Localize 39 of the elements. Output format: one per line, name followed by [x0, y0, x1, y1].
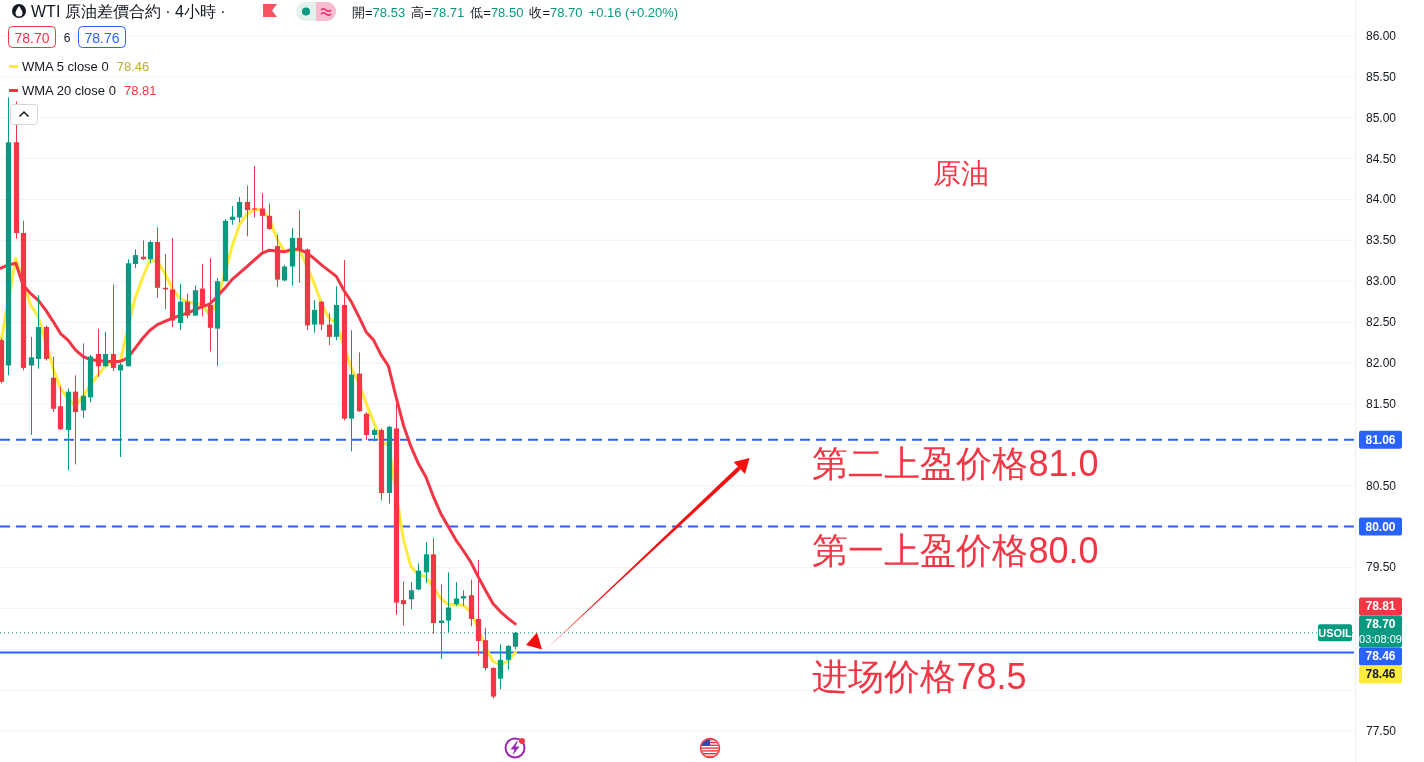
- legend-label: WMA 20 close 0: [22, 83, 116, 98]
- annotation: 6: [63, 30, 71, 45]
- ref-line-label: 进场价格78.5: [812, 655, 1027, 697]
- y-tick-label: 83.50: [1365, 233, 1397, 248]
- price-tag: 81.06: [1359, 430, 1402, 449]
- price-tag: 78.70 03:08:09: [1359, 615, 1402, 648]
- annotation: 高=78.71: [411, 5, 465, 20]
- y-tick-label: 84.00: [1365, 192, 1397, 207]
- price-tag: 80.00: [1359, 517, 1402, 536]
- ref-line-label: 第二上盈价格81.0: [812, 443, 1099, 485]
- y-tick-label: 82.00: [1365, 356, 1397, 371]
- annotation: 78.81: [123, 83, 157, 98]
- y-tick-label: 77.50: [1365, 723, 1397, 738]
- annotation: +0.16 (+0.20%): [588, 5, 679, 20]
- ref-line-label: 第一上盈价格80.0: [812, 530, 1099, 572]
- price-tag: 78.81: [1359, 597, 1402, 616]
- annotation: 78.70: [14, 29, 50, 46]
- y-tick-label: 83.00: [1365, 274, 1397, 289]
- legend-label: WMA 5 close 0: [22, 59, 109, 74]
- y-tick-label: 81.50: [1365, 396, 1397, 411]
- annotation: 低=78.50: [470, 5, 524, 20]
- annotation: 原油: [933, 157, 989, 189]
- y-tick-label: 85.00: [1365, 110, 1397, 125]
- price-tag: 78.46: [1359, 665, 1402, 684]
- annotation: 78.46: [116, 59, 150, 74]
- y-tick-label: 84.50: [1365, 151, 1397, 166]
- y-tick-label: 85.50: [1365, 69, 1397, 84]
- bid-price: 78.70: [8, 26, 56, 48]
- y-tick-label: 79.50: [1365, 560, 1397, 575]
- price-line-label: USOIL: [1318, 624, 1352, 642]
- annotation: 收=78.70: [529, 5, 583, 20]
- annotation: 78.76: [84, 29, 120, 46]
- title: WTI 原油差價合約 · 4小時 ·: [31, 3, 226, 20]
- y-tick-label: 80.50: [1365, 478, 1397, 493]
- price-tag: 78.46: [1359, 647, 1402, 666]
- annotation: 開=78.53: [352, 5, 406, 20]
- ask-price: 78.76: [78, 26, 126, 48]
- y-tick-label: 86.00: [1365, 28, 1397, 43]
- y-tick-label: 82.50: [1365, 315, 1397, 330]
